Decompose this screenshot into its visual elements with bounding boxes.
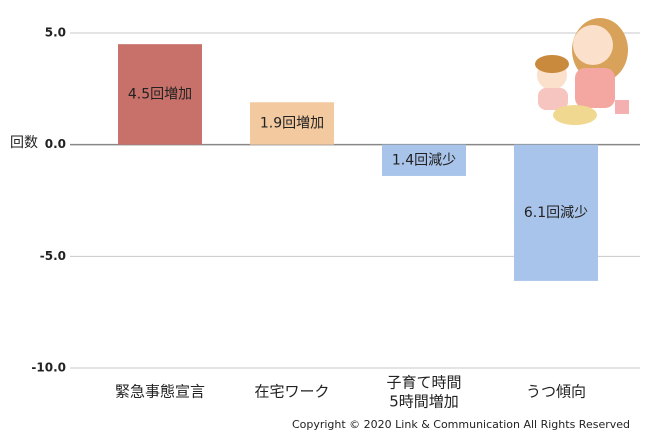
value-label: 4.5回増加 (128, 86, 192, 102)
y-tick-label: -10.0 (31, 361, 66, 375)
x-tick-label: うつ傾向 (526, 383, 586, 401)
bar (250, 102, 334, 145)
x-tick-label: 在宅ワーク (254, 383, 329, 401)
x-tick-label: 緊急事態宣言 (115, 383, 205, 401)
y-tick-label: 5.0 (45, 26, 66, 40)
value-label: 6.1回減少 (524, 204, 588, 221)
bar (382, 144, 466, 176)
bar (514, 144, 598, 281)
y-axis-label: 回数 (10, 135, 38, 151)
value-label: 1.9回増加 (260, 115, 324, 131)
y-tick-label: -5.0 (40, 249, 66, 263)
bar (118, 44, 202, 145)
x-tick-label: 子育て時間 5時間増加 (386, 373, 461, 410)
illustration (535, 18, 629, 125)
y-tick-label: 0.0 (45, 137, 66, 151)
value-label: 1.4回減少 (392, 151, 456, 168)
copyright: Copyright © 2020 Link & Communication Al… (292, 418, 630, 431)
